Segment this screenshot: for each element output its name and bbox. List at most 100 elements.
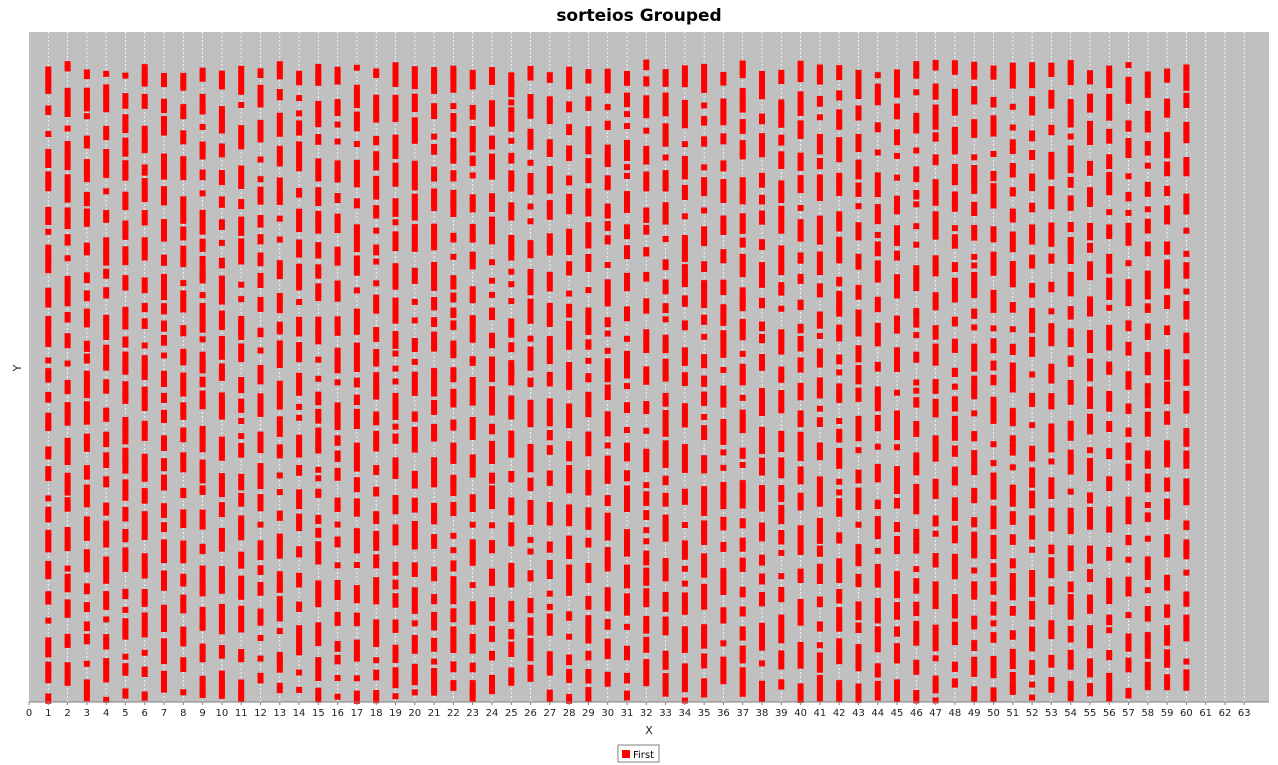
data-point bbox=[566, 473, 573, 480]
data-point bbox=[122, 224, 129, 231]
data-point bbox=[199, 643, 206, 650]
data-point bbox=[816, 534, 823, 541]
data-point bbox=[1125, 296, 1132, 303]
data-point bbox=[836, 696, 843, 703]
data-point bbox=[643, 680, 650, 687]
data-point bbox=[103, 357, 110, 364]
data-point bbox=[238, 225, 245, 232]
data-point bbox=[334, 255, 341, 261]
data-point bbox=[218, 170, 225, 176]
data-point bbox=[913, 663, 920, 670]
data-point bbox=[1029, 392, 1036, 399]
data-point bbox=[1067, 388, 1074, 395]
data-point bbox=[836, 507, 843, 514]
data-point bbox=[739, 676, 746, 683]
data-point bbox=[932, 259, 939, 266]
data-point bbox=[720, 656, 727, 663]
data-point bbox=[1106, 78, 1113, 85]
data-point bbox=[1029, 308, 1036, 314]
data-point bbox=[662, 392, 669, 399]
data-point bbox=[411, 539, 418, 545]
data-point bbox=[1029, 641, 1036, 648]
data-point bbox=[643, 579, 650, 586]
data-point bbox=[1087, 671, 1093, 678]
data-point bbox=[759, 442, 765, 449]
data-point bbox=[238, 84, 245, 91]
data-point bbox=[1125, 576, 1132, 583]
data-point bbox=[836, 216, 843, 223]
data-point bbox=[836, 436, 843, 443]
data-point bbox=[218, 298, 225, 305]
data-point bbox=[431, 196, 438, 203]
data-point bbox=[624, 206, 630, 213]
data-point bbox=[816, 388, 823, 395]
data-point bbox=[604, 74, 611, 80]
data-point bbox=[64, 337, 71, 344]
data-point bbox=[218, 285, 225, 292]
data-point bbox=[662, 72, 669, 79]
data-point bbox=[508, 615, 515, 622]
data-point bbox=[411, 643, 418, 650]
data-point bbox=[469, 521, 476, 528]
data-point bbox=[238, 684, 245, 691]
data-point bbox=[1125, 85, 1132, 92]
data-point bbox=[83, 105, 90, 112]
data-point bbox=[373, 175, 380, 182]
data-point bbox=[1029, 587, 1036, 594]
data-point bbox=[1144, 473, 1151, 480]
data-point bbox=[1164, 269, 1171, 276]
data-point bbox=[566, 245, 573, 252]
data-point bbox=[1009, 139, 1016, 146]
data-point bbox=[103, 237, 110, 244]
data-point bbox=[1067, 685, 1074, 692]
data-point bbox=[199, 67, 206, 74]
data-point bbox=[334, 675, 341, 681]
data-point bbox=[739, 537, 746, 544]
data-point bbox=[701, 186, 708, 192]
data-point bbox=[411, 482, 418, 489]
data-point bbox=[1164, 241, 1171, 248]
data-point bbox=[218, 374, 225, 381]
data-point bbox=[353, 342, 360, 349]
data-point bbox=[122, 160, 129, 167]
data-point bbox=[431, 624, 438, 631]
data-point bbox=[83, 171, 90, 177]
data-point bbox=[585, 77, 592, 84]
data-point bbox=[141, 434, 148, 441]
data-point bbox=[836, 294, 843, 301]
data-point bbox=[1144, 411, 1151, 418]
data-point bbox=[296, 377, 303, 384]
data-point bbox=[83, 94, 90, 101]
data-point bbox=[296, 346, 303, 353]
data-point bbox=[296, 263, 303, 270]
data-point bbox=[913, 223, 920, 230]
data-point bbox=[103, 658, 110, 665]
data-point bbox=[392, 508, 399, 515]
data-point bbox=[701, 467, 708, 474]
data-point bbox=[604, 238, 611, 245]
data-point bbox=[971, 435, 978, 442]
data-point bbox=[759, 75, 765, 82]
data-point bbox=[411, 497, 418, 504]
data-point bbox=[373, 511, 380, 518]
data-point bbox=[392, 378, 399, 385]
data-point bbox=[1029, 600, 1036, 607]
data-point bbox=[450, 565, 457, 572]
data-point bbox=[1048, 173, 1055, 180]
data-point bbox=[566, 419, 573, 425]
data-point bbox=[855, 114, 862, 121]
data-point bbox=[353, 328, 360, 335]
data-point bbox=[315, 187, 322, 194]
data-point bbox=[45, 75, 52, 82]
data-point bbox=[1067, 565, 1074, 571]
data-point bbox=[527, 159, 534, 166]
data-point bbox=[1087, 125, 1093, 132]
data-point bbox=[836, 257, 843, 264]
data-point bbox=[1106, 344, 1113, 351]
data-point bbox=[951, 471, 958, 478]
data-point bbox=[894, 410, 900, 417]
data-point bbox=[276, 533, 283, 540]
data-point bbox=[45, 537, 52, 544]
data-point bbox=[296, 277, 303, 284]
data-point bbox=[759, 431, 765, 438]
